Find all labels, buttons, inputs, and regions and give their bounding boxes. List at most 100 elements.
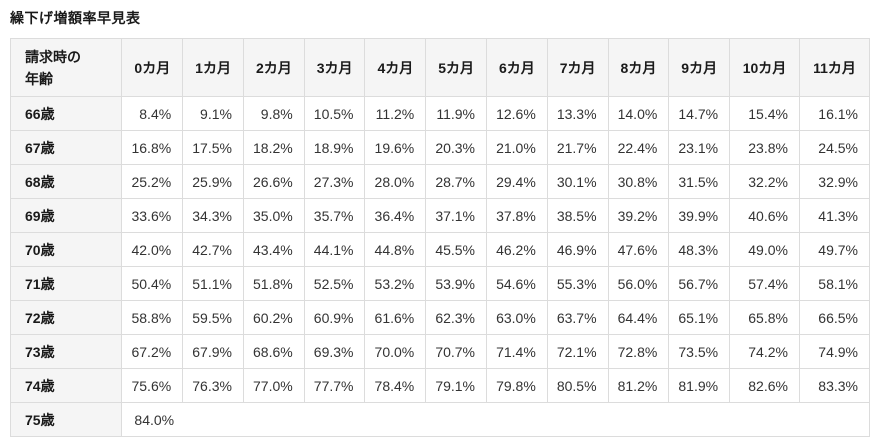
rate-cell: 32.2%	[729, 164, 800, 199]
rate-cell: 73.5%	[668, 334, 731, 369]
rate-cell: 25.2%	[121, 164, 184, 199]
table-row: 68歳 25.2% 25.9% 26.6% 27.3% 28.0% 28.7% 29.4% 30…	[9, 164, 870, 199]
rate-cell: 53.9%	[425, 266, 488, 301]
rate-cell: 9.8%	[242, 96, 305, 131]
month-header-cell: 2カ月	[242, 38, 305, 97]
table-row: 71歳 50.4% 51.1% 51.8% 52.5% 53.2% 53.9% 54.6% 55…	[9, 266, 870, 301]
rate-cell: 47.6%	[607, 232, 670, 267]
rate-cell: 54.6%	[486, 266, 548, 301]
age-cell: 69歳	[9, 198, 123, 233]
rate-cell: 27.3%	[303, 164, 366, 199]
rate-cell: 22.4%	[607, 130, 670, 165]
table-row: 75歳 84.0%	[9, 402, 870, 437]
rate-cell: 12.6%	[486, 96, 548, 131]
rate-cell: 63.7%	[546, 300, 609, 335]
rate-cell: 39.2%	[607, 198, 670, 233]
rate-cell: 39.9%	[668, 198, 731, 233]
rate-cell: 78.4%	[364, 368, 427, 403]
rate-cell: 21.7%	[546, 130, 609, 165]
rate-cell: 70.0%	[364, 334, 427, 369]
rate-cell: 53.2%	[364, 266, 427, 301]
rate-cell: 75.6%	[121, 368, 184, 403]
rate-cell: 36.4%	[364, 198, 427, 233]
rate-cell: 11.9%	[425, 96, 488, 131]
rate-cell: 11.2%	[364, 96, 427, 131]
rate-cell: 16.1%	[798, 96, 870, 131]
rate-cell: 55.3%	[546, 266, 609, 301]
rate-cell: 23.8%	[729, 130, 800, 165]
rate-cell: 18.9%	[303, 130, 366, 165]
deferral-rate-table: 請求時の 年齢 0カ月 1カ月 2カ月 3カ月 4カ月 5カ月 6カ月 7カ月 8カ月 9カ月 10…	[9, 38, 870, 437]
rate-cell: 42.7%	[182, 232, 244, 267]
rate-cell: 15.4%	[729, 96, 800, 131]
rate-cell: 58.1%	[798, 266, 870, 301]
month-header-cell: 4カ月	[364, 38, 427, 97]
table-row: 72歳 58.8% 59.5% 60.2% 60.9% 61.6% 62.3% 63.0% 63…	[9, 300, 870, 335]
table-row: 70歳 42.0% 42.7% 43.4% 44.1% 44.8% 45.5% 46.2% 46…	[9, 232, 870, 267]
age-cell: 72歳	[9, 300, 123, 335]
age-cell: 73歳	[9, 334, 123, 369]
rate-cell: 10.5%	[303, 96, 366, 131]
page-title: 繰下げ増額率早見表	[10, 10, 141, 26]
rate-cell: 49.7%	[798, 232, 870, 267]
rate-cell: 25.9%	[182, 164, 244, 199]
rate-cell: 19.6%	[364, 130, 427, 165]
month-header-cell: 1カ月	[182, 38, 244, 97]
rate-cell: 59.5%	[182, 300, 244, 335]
table-row: 67歳 16.8% 17.5% 18.2% 18.9% 19.6% 20.3% 21.0% 21…	[9, 130, 870, 165]
rate-cell: 42.0%	[121, 232, 184, 267]
rate-cell: 60.9%	[303, 300, 366, 335]
month-header-cell: 3カ月	[303, 38, 366, 97]
rate-cell: 60.2%	[242, 300, 305, 335]
rate-cell: 79.8%	[486, 368, 548, 403]
rate-cell: 30.8%	[607, 164, 670, 199]
month-header-cell: 7カ月	[546, 38, 609, 97]
rate-cell: 77.7%	[303, 368, 366, 403]
rate-cell: 66.5%	[798, 300, 870, 335]
rate-cell: 58.8%	[121, 300, 184, 335]
rate-cell: 64.4%	[607, 300, 670, 335]
rate-cell: 77.0%	[242, 368, 305, 403]
rate-cell: 32.9%	[798, 164, 870, 199]
table-row: 69歳 33.6% 34.3% 35.0% 35.7% 36.4% 37.1% 37.8% 38…	[9, 198, 870, 233]
rate-cell: 35.0%	[242, 198, 305, 233]
month-header-cell: 5カ月	[425, 38, 488, 97]
age-column-header: 請求時の 年齢	[9, 38, 123, 97]
rate-cell: 81.2%	[607, 368, 670, 403]
rate-cell: 65.1%	[668, 300, 731, 335]
rate-cell: 14.0%	[607, 96, 670, 131]
rate-cell: 50.4%	[121, 266, 184, 301]
rate-cell: 33.6%	[121, 198, 184, 233]
rate-cell: 71.4%	[486, 334, 548, 369]
month-header-cell: 8カ月	[607, 38, 670, 97]
rate-cell: 74.2%	[729, 334, 800, 369]
rate-cell: 72.8%	[607, 334, 670, 369]
header-row: 請求時の 年齢 0カ月 1カ月 2カ月 3カ月 4カ月 5カ月 6カ月 7カ月 8カ月 9カ月 10…	[9, 38, 870, 97]
age-cell: 71歳	[9, 266, 123, 301]
rate-cell: 38.5%	[546, 198, 609, 233]
rate-cell: 57.4%	[729, 266, 800, 301]
month-header-cell: 0カ月	[121, 38, 184, 97]
rate-cell: 51.1%	[182, 266, 244, 301]
rate-cell: 45.5%	[425, 232, 488, 267]
rate-cell: 28.0%	[364, 164, 427, 199]
rate-cell: 26.6%	[242, 164, 305, 199]
rate-cell: 82.6%	[729, 368, 800, 403]
age-column-header-line2: 年齢	[25, 70, 53, 87]
rate-cell: 56.7%	[668, 266, 731, 301]
age-column-header-line1: 請求時の	[25, 48, 81, 65]
rate-cell: 41.3%	[798, 198, 870, 233]
rate-cell: 9.1%	[182, 96, 244, 131]
rate-cell: 43.4%	[242, 232, 305, 267]
rate-cell: 67.2%	[121, 334, 184, 369]
rate-cell: 46.9%	[546, 232, 609, 267]
rate-table-body: 66歳 8.4% 9.1% 9.8% 10.5% 11.2% 11.9% 12.6% 13.3%…	[9, 96, 870, 437]
rate-cell: 46.2%	[486, 232, 548, 267]
age-cell: 66歳	[9, 96, 123, 131]
rate-cell: 37.8%	[486, 198, 548, 233]
age-cell: 67歳	[9, 130, 123, 165]
month-header-cell: 10カ月	[729, 38, 800, 97]
table-row: 74歳 75.6% 76.3% 77.0% 77.7% 78.4% 79.1% 79.8% 80…	[9, 368, 870, 403]
rate-cell: 69.3%	[303, 334, 366, 369]
rate-cell: 61.6%	[364, 300, 427, 335]
